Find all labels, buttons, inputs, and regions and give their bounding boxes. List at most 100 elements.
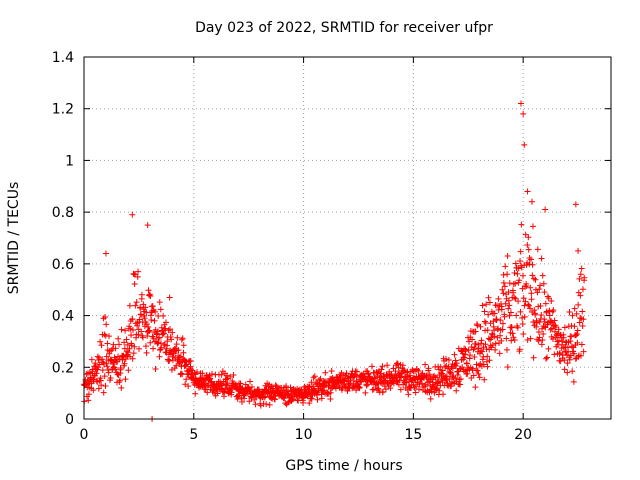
- data-point: [566, 309, 573, 316]
- data-point: [145, 323, 152, 330]
- data-point: [353, 368, 360, 375]
- data-point: [511, 294, 518, 301]
- data-point: [496, 350, 503, 357]
- data-point: [284, 399, 291, 406]
- data-point: [575, 247, 582, 254]
- data-point: [129, 211, 136, 218]
- data-point: [548, 318, 555, 325]
- data-point: [90, 387, 97, 394]
- data-point: [242, 381, 249, 388]
- data-point: [527, 305, 534, 312]
- data-point: [178, 370, 185, 377]
- data-point: [143, 321, 150, 328]
- chart-title: Day 023 of 2022, SRMTID for receiver ufp…: [195, 20, 493, 36]
- data-point: [308, 395, 315, 402]
- data-point: [577, 352, 584, 359]
- data-point: [311, 373, 318, 380]
- data-point: [209, 371, 216, 378]
- data-point: [412, 389, 419, 396]
- data-point: [415, 386, 422, 393]
- data-point: [576, 275, 583, 282]
- data-point: [475, 341, 482, 348]
- data-point: [517, 308, 524, 315]
- data-point: [514, 324, 521, 331]
- data-point: [300, 399, 307, 406]
- data-point: [510, 289, 517, 296]
- data-point: [319, 386, 326, 393]
- data-point: [230, 371, 237, 378]
- data-point: [537, 303, 544, 310]
- data-point: [502, 300, 509, 307]
- data-point: [95, 364, 102, 371]
- data-point: [561, 366, 568, 373]
- data-point: [574, 327, 581, 334]
- data-point: [503, 335, 510, 342]
- data-point: [100, 389, 107, 396]
- data-point: [185, 383, 192, 390]
- data-point: [569, 368, 576, 375]
- data-point: [143, 309, 150, 316]
- data-point: [486, 357, 493, 364]
- data-point: [481, 308, 488, 315]
- data-point: [541, 289, 548, 296]
- x-tick-label: 0: [80, 427, 89, 443]
- data-point: [525, 246, 532, 253]
- data-point: [99, 356, 106, 363]
- data-point: [566, 356, 573, 363]
- data-point: [485, 311, 492, 318]
- data-point: [483, 301, 490, 308]
- data-point: [415, 368, 422, 375]
- data-point: [529, 261, 536, 268]
- data-point: [520, 110, 527, 117]
- data-point: [486, 299, 493, 306]
- data-point: [500, 290, 507, 297]
- data-point: [138, 328, 145, 335]
- data-point: [540, 331, 547, 338]
- data-point: [480, 361, 487, 368]
- data-point: [507, 309, 514, 316]
- data-point: [343, 370, 350, 377]
- data-point: [147, 292, 154, 299]
- data-point: [246, 398, 253, 405]
- data-point: [560, 334, 567, 341]
- data-point: [505, 305, 512, 312]
- data-point: [125, 367, 132, 374]
- data-point: [481, 318, 488, 325]
- data-point: [112, 345, 119, 352]
- data-point: [517, 257, 524, 264]
- data-point: [255, 386, 262, 393]
- data-point: [327, 389, 334, 396]
- data-point: [157, 346, 164, 353]
- data-point: [227, 373, 234, 380]
- data-point: [543, 355, 550, 362]
- data-point: [541, 316, 548, 323]
- data-point: [504, 363, 511, 370]
- data-point: [452, 375, 459, 382]
- data-point: [422, 361, 429, 368]
- axis-ticks: [83, 56, 611, 420]
- data-point: [530, 354, 537, 361]
- data-point: [497, 332, 504, 339]
- data-point: [174, 334, 181, 341]
- data-point: [551, 317, 558, 324]
- data-point: [427, 395, 434, 402]
- data-point: [522, 298, 529, 305]
- data-point: [528, 296, 535, 303]
- data-point: [548, 297, 555, 304]
- data-point: [476, 374, 483, 381]
- data-point: [452, 357, 459, 364]
- data-point: [85, 397, 92, 404]
- data-point: [491, 310, 498, 317]
- data-point: [511, 337, 518, 344]
- data-point: [394, 360, 401, 367]
- data-point: [559, 338, 566, 345]
- data-point: [102, 383, 109, 390]
- data-point: [575, 289, 582, 296]
- data-point: [502, 263, 509, 270]
- data-point: [86, 369, 93, 376]
- data-point: [517, 100, 524, 107]
- data-point: [127, 325, 134, 332]
- data-point: [505, 289, 512, 296]
- data-point: [519, 314, 526, 321]
- data-point: [512, 280, 519, 287]
